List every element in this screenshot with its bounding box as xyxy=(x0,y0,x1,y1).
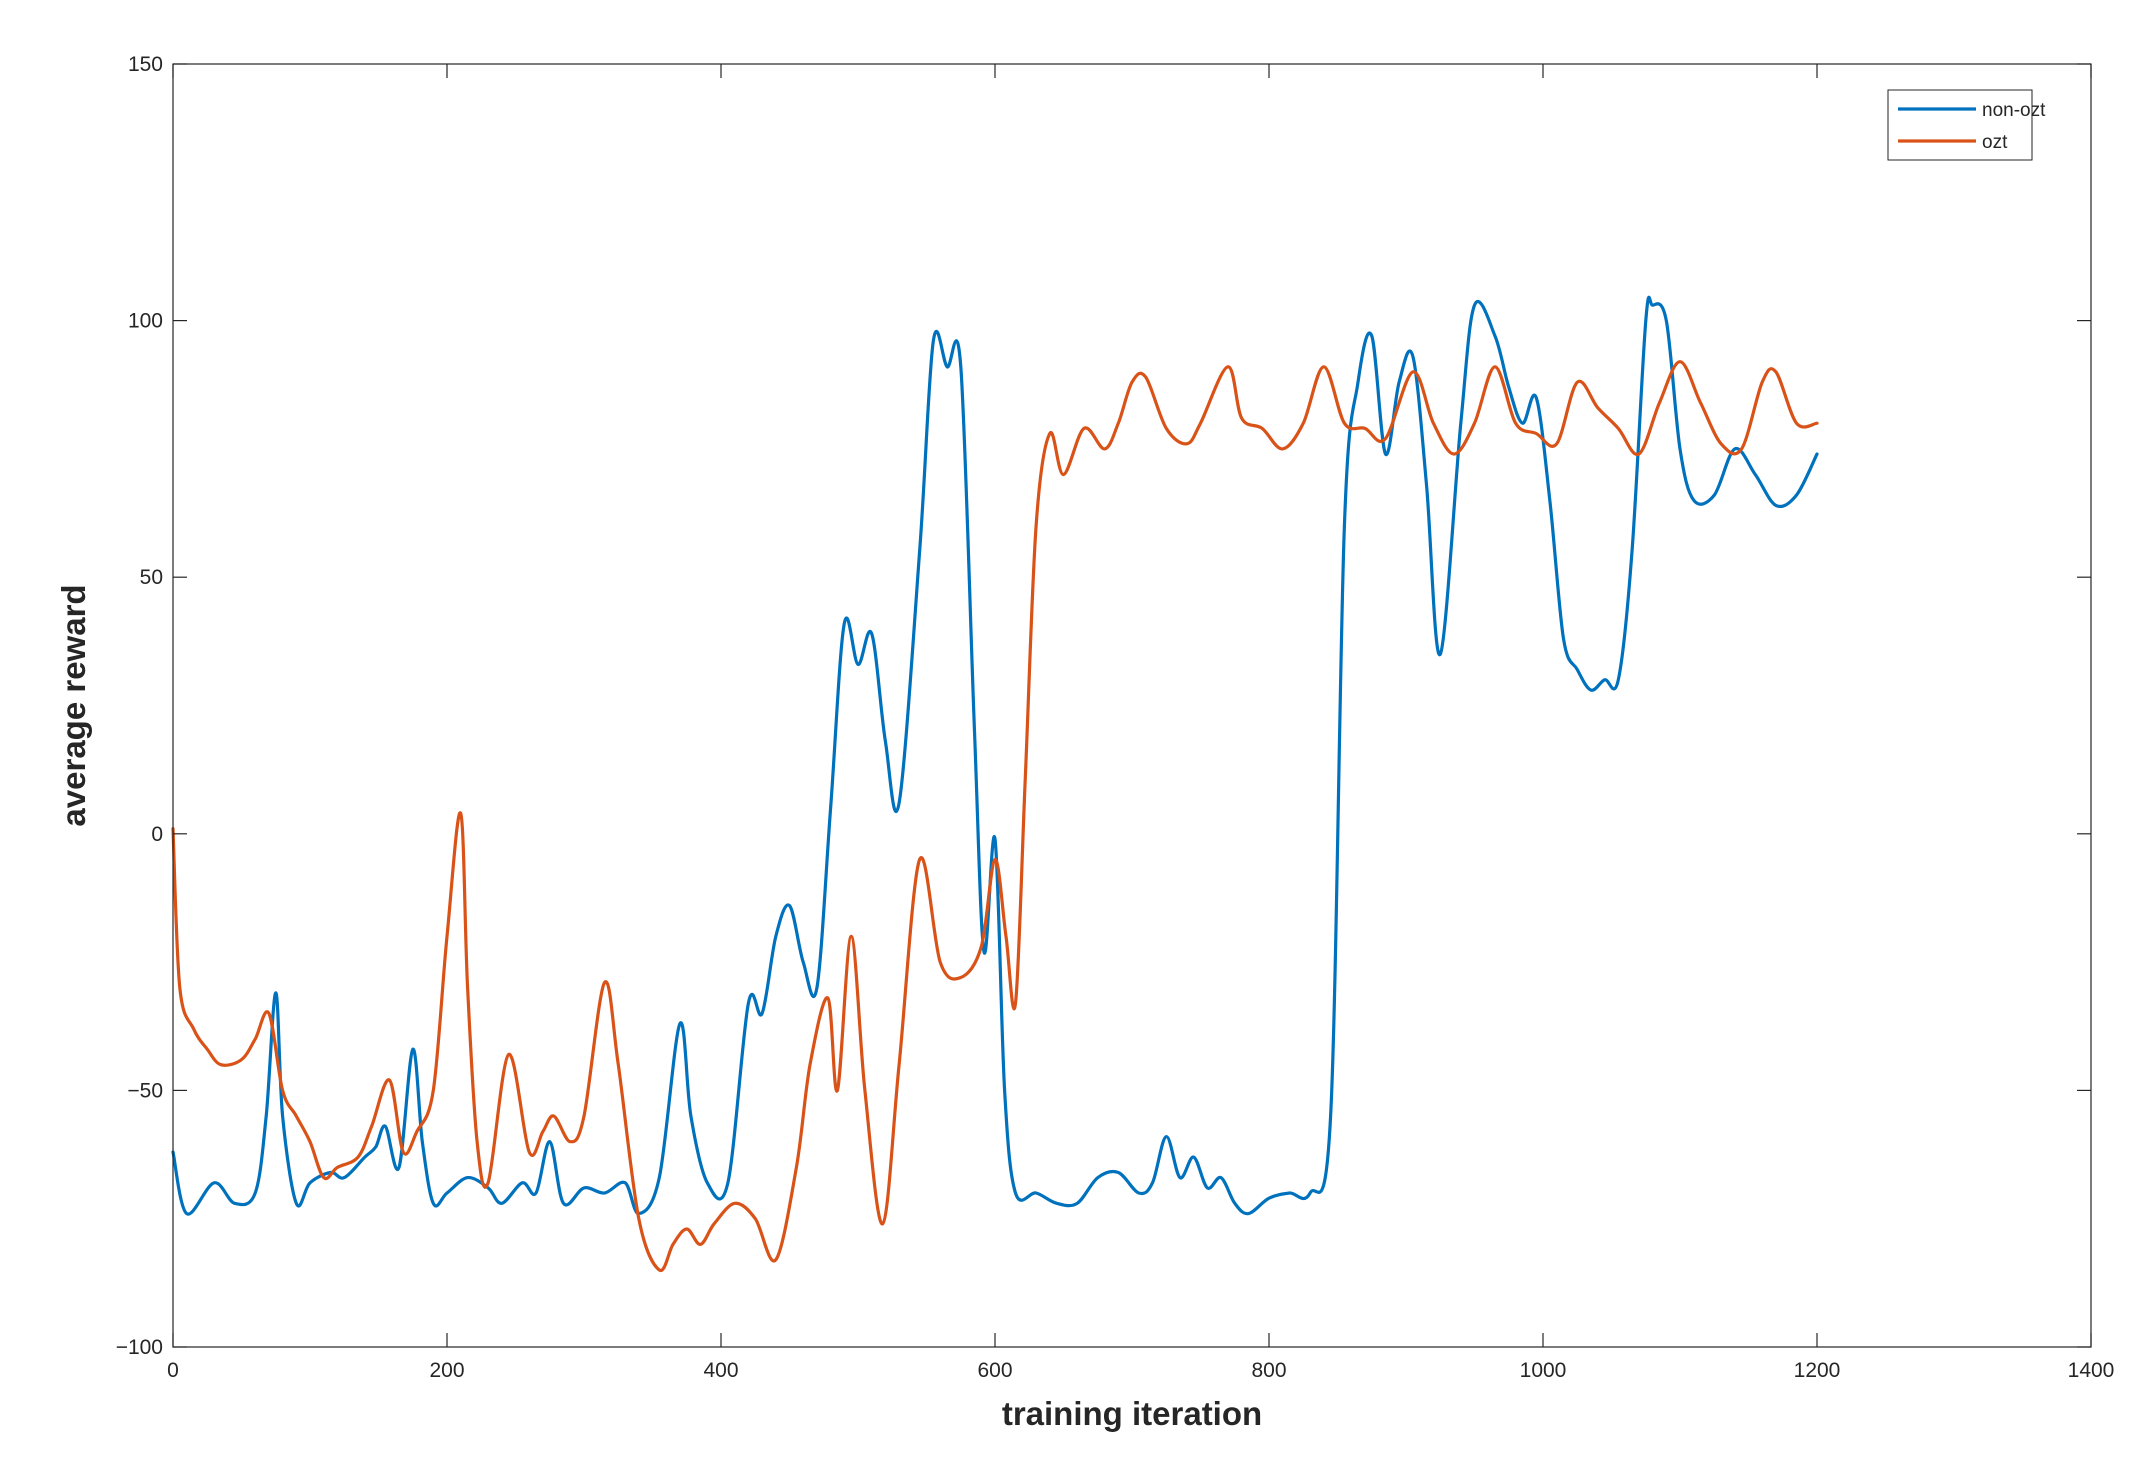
series-layer xyxy=(171,295,1819,1273)
plot-area xyxy=(173,64,2091,1347)
legend-label-ozt: ozt xyxy=(1982,132,2008,153)
x-tick-label: 800 xyxy=(1251,1359,1286,1382)
x-tick-label: 1000 xyxy=(1520,1359,1567,1382)
y-tick-label: 150 xyxy=(128,53,163,76)
x-tick-label: 200 xyxy=(429,1359,464,1382)
x-tick-label: 600 xyxy=(977,1359,1012,1382)
y-tick-label: −50 xyxy=(127,1079,163,1102)
y-tick-label: −100 xyxy=(116,1336,163,1359)
x-tick-label: 0 xyxy=(167,1359,179,1382)
y-axis-title: average reward xyxy=(55,584,92,826)
x-tick-label: 1200 xyxy=(1794,1359,1841,1382)
series-line-ozt xyxy=(171,360,1819,1273)
y-tick-label: 50 xyxy=(140,566,163,589)
x-tick-label: 1400 xyxy=(2068,1359,2115,1382)
x-axis-title: training iteration xyxy=(1002,1395,1262,1432)
y-tick-label: 0 xyxy=(151,823,163,846)
legend-label-non-ozt: non-ozt xyxy=(1982,100,2046,121)
tick-marks xyxy=(172,63,2092,1348)
tick-labels: 0 200 400 600 800 1000 1200 1400 −100 −50 0 50 100 15… xyxy=(116,53,2115,1382)
legend-box xyxy=(1887,89,2033,161)
y-tick-label: 100 xyxy=(128,310,163,333)
axes-box xyxy=(172,63,2092,1348)
x-tick-label: 400 xyxy=(703,1359,738,1382)
legend: non-ozt ozt xyxy=(1887,89,2046,161)
axes xyxy=(172,63,2092,1348)
plot-background xyxy=(173,64,2091,1347)
